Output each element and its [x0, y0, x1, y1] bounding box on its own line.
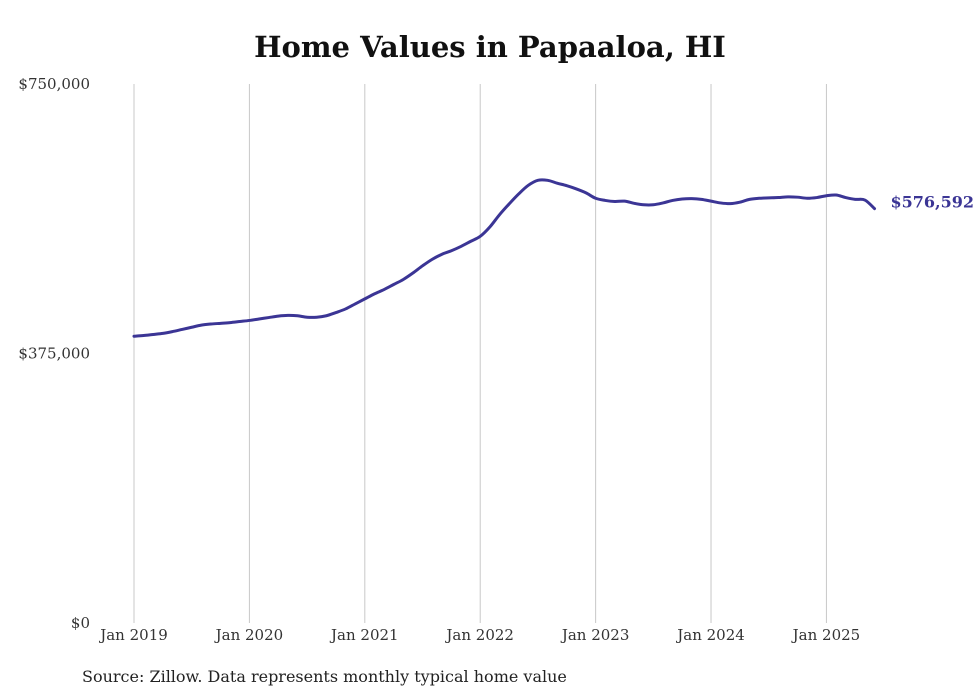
grid-lines	[133, 84, 827, 623]
y-tick-label: $0	[71, 614, 90, 632]
x-tick-label: Jan 2024	[675, 626, 745, 644]
x-tick-label: Jan 2025	[791, 626, 861, 644]
latest-value-label: $576,592	[891, 193, 975, 212]
x-tick-label: Jan 2019	[98, 626, 168, 644]
y-tick-label: $750,000	[18, 75, 90, 93]
x-axis-ticks: Jan 2019 Jan 2020 Jan 2021 Jan 2022 Jan 2023…	[98, 626, 860, 644]
source-note: Source: Zillow. Data represents monthly …	[82, 667, 567, 686]
x-tick-label: Jan 2022	[444, 626, 514, 644]
x-tick-label: Jan 2020	[214, 626, 284, 644]
x-tick-label: Jan 2023	[560, 626, 630, 644]
x-tick-label: Jan 2021	[329, 626, 399, 644]
y-tick-label: $375,000	[18, 345, 90, 363]
y-axis-ticks: $0 $375,000 $750,000	[18, 75, 90, 632]
chart-title: Home Values in Papaaloa, HI	[254, 30, 726, 64]
home-value-line	[132, 178, 877, 338]
